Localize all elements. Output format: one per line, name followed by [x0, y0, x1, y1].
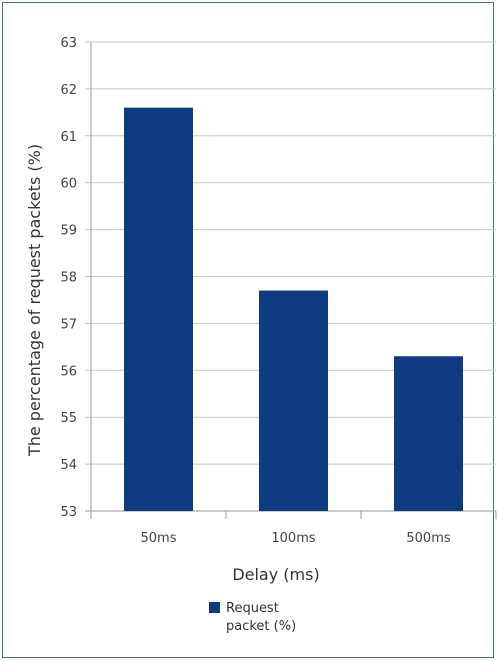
x-tick-label: 500ms	[406, 531, 450, 546]
chart-frame	[2, 2, 494, 658]
y-tick-label: 53	[60, 505, 77, 520]
y-tick-label: 63	[60, 36, 77, 51]
y-tick-label: 57	[60, 317, 77, 332]
y-tick-labels: 53 54 55 56 57 58 59 60 61 62 63	[60, 36, 77, 520]
legend-label-line-1: Request	[226, 601, 279, 616]
legend-swatch	[209, 602, 220, 613]
y-tick-label: 55	[60, 411, 77, 426]
y-tick-label: 58	[60, 271, 77, 286]
y-tick-label: 60	[60, 177, 77, 192]
x-tick-label: 50ms	[141, 531, 177, 546]
legend: Request packet (%)	[209, 601, 296, 634]
bar	[259, 290, 328, 511]
x-tick-labels: 50ms 100ms 500ms	[141, 531, 451, 546]
y-tick-label: 54	[60, 458, 77, 473]
x-axis	[90, 42, 497, 519]
bar	[394, 356, 463, 511]
y-axis-title: The percentage of request packets (%)	[25, 144, 44, 457]
legend-label-line-2: packet (%)	[226, 619, 296, 634]
y-tick-label: 56	[60, 364, 77, 379]
y-tick-label: 59	[60, 224, 77, 239]
x-axis-title: Delay (ms)	[232, 565, 319, 584]
y-tick-label: 61	[60, 130, 77, 145]
y-tick-label: 62	[60, 83, 77, 98]
bars	[124, 107, 463, 511]
bar	[124, 107, 193, 511]
x-tick-label: 100ms	[271, 531, 315, 546]
